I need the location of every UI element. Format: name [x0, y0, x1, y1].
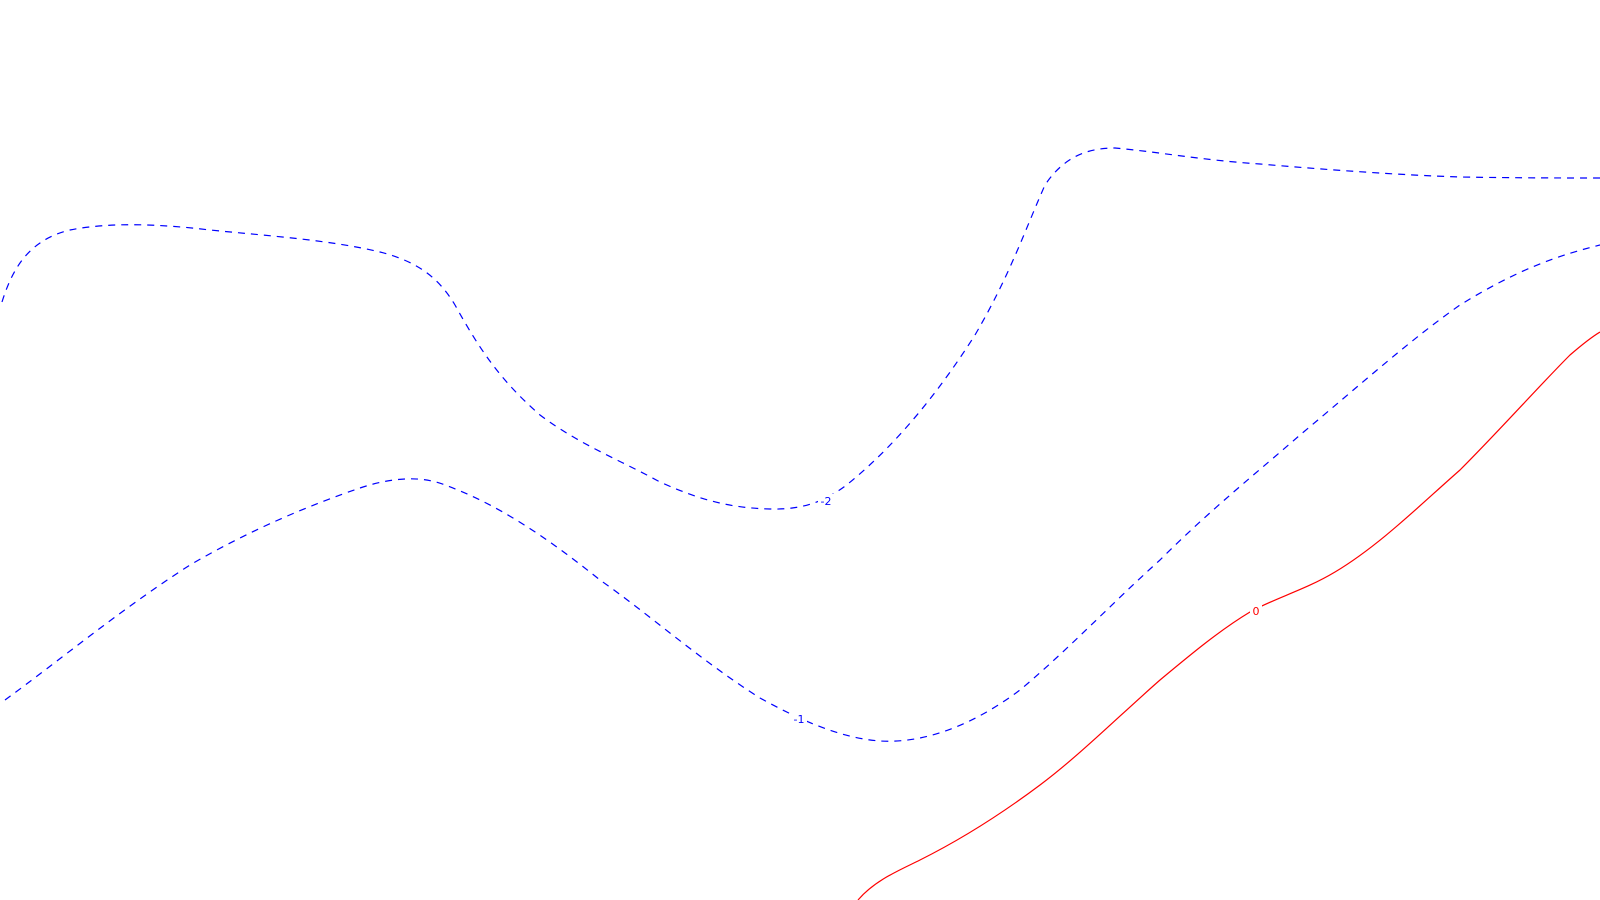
contour-line-minus-2: [1, 147, 1600, 510]
contour-line-minus-1: [4, 244, 1600, 742]
contour-label-zero: 0: [1253, 605, 1260, 618]
contour-minus-2: -2: [1, 147, 1600, 510]
contour-minus-1: -1: [4, 244, 1600, 742]
contour-label-minus-1: -1: [794, 713, 805, 726]
contour-zero: 0: [857, 331, 1600, 900]
contour-label-minus-2: -2: [821, 495, 832, 508]
contour-line-zero: [857, 331, 1600, 900]
